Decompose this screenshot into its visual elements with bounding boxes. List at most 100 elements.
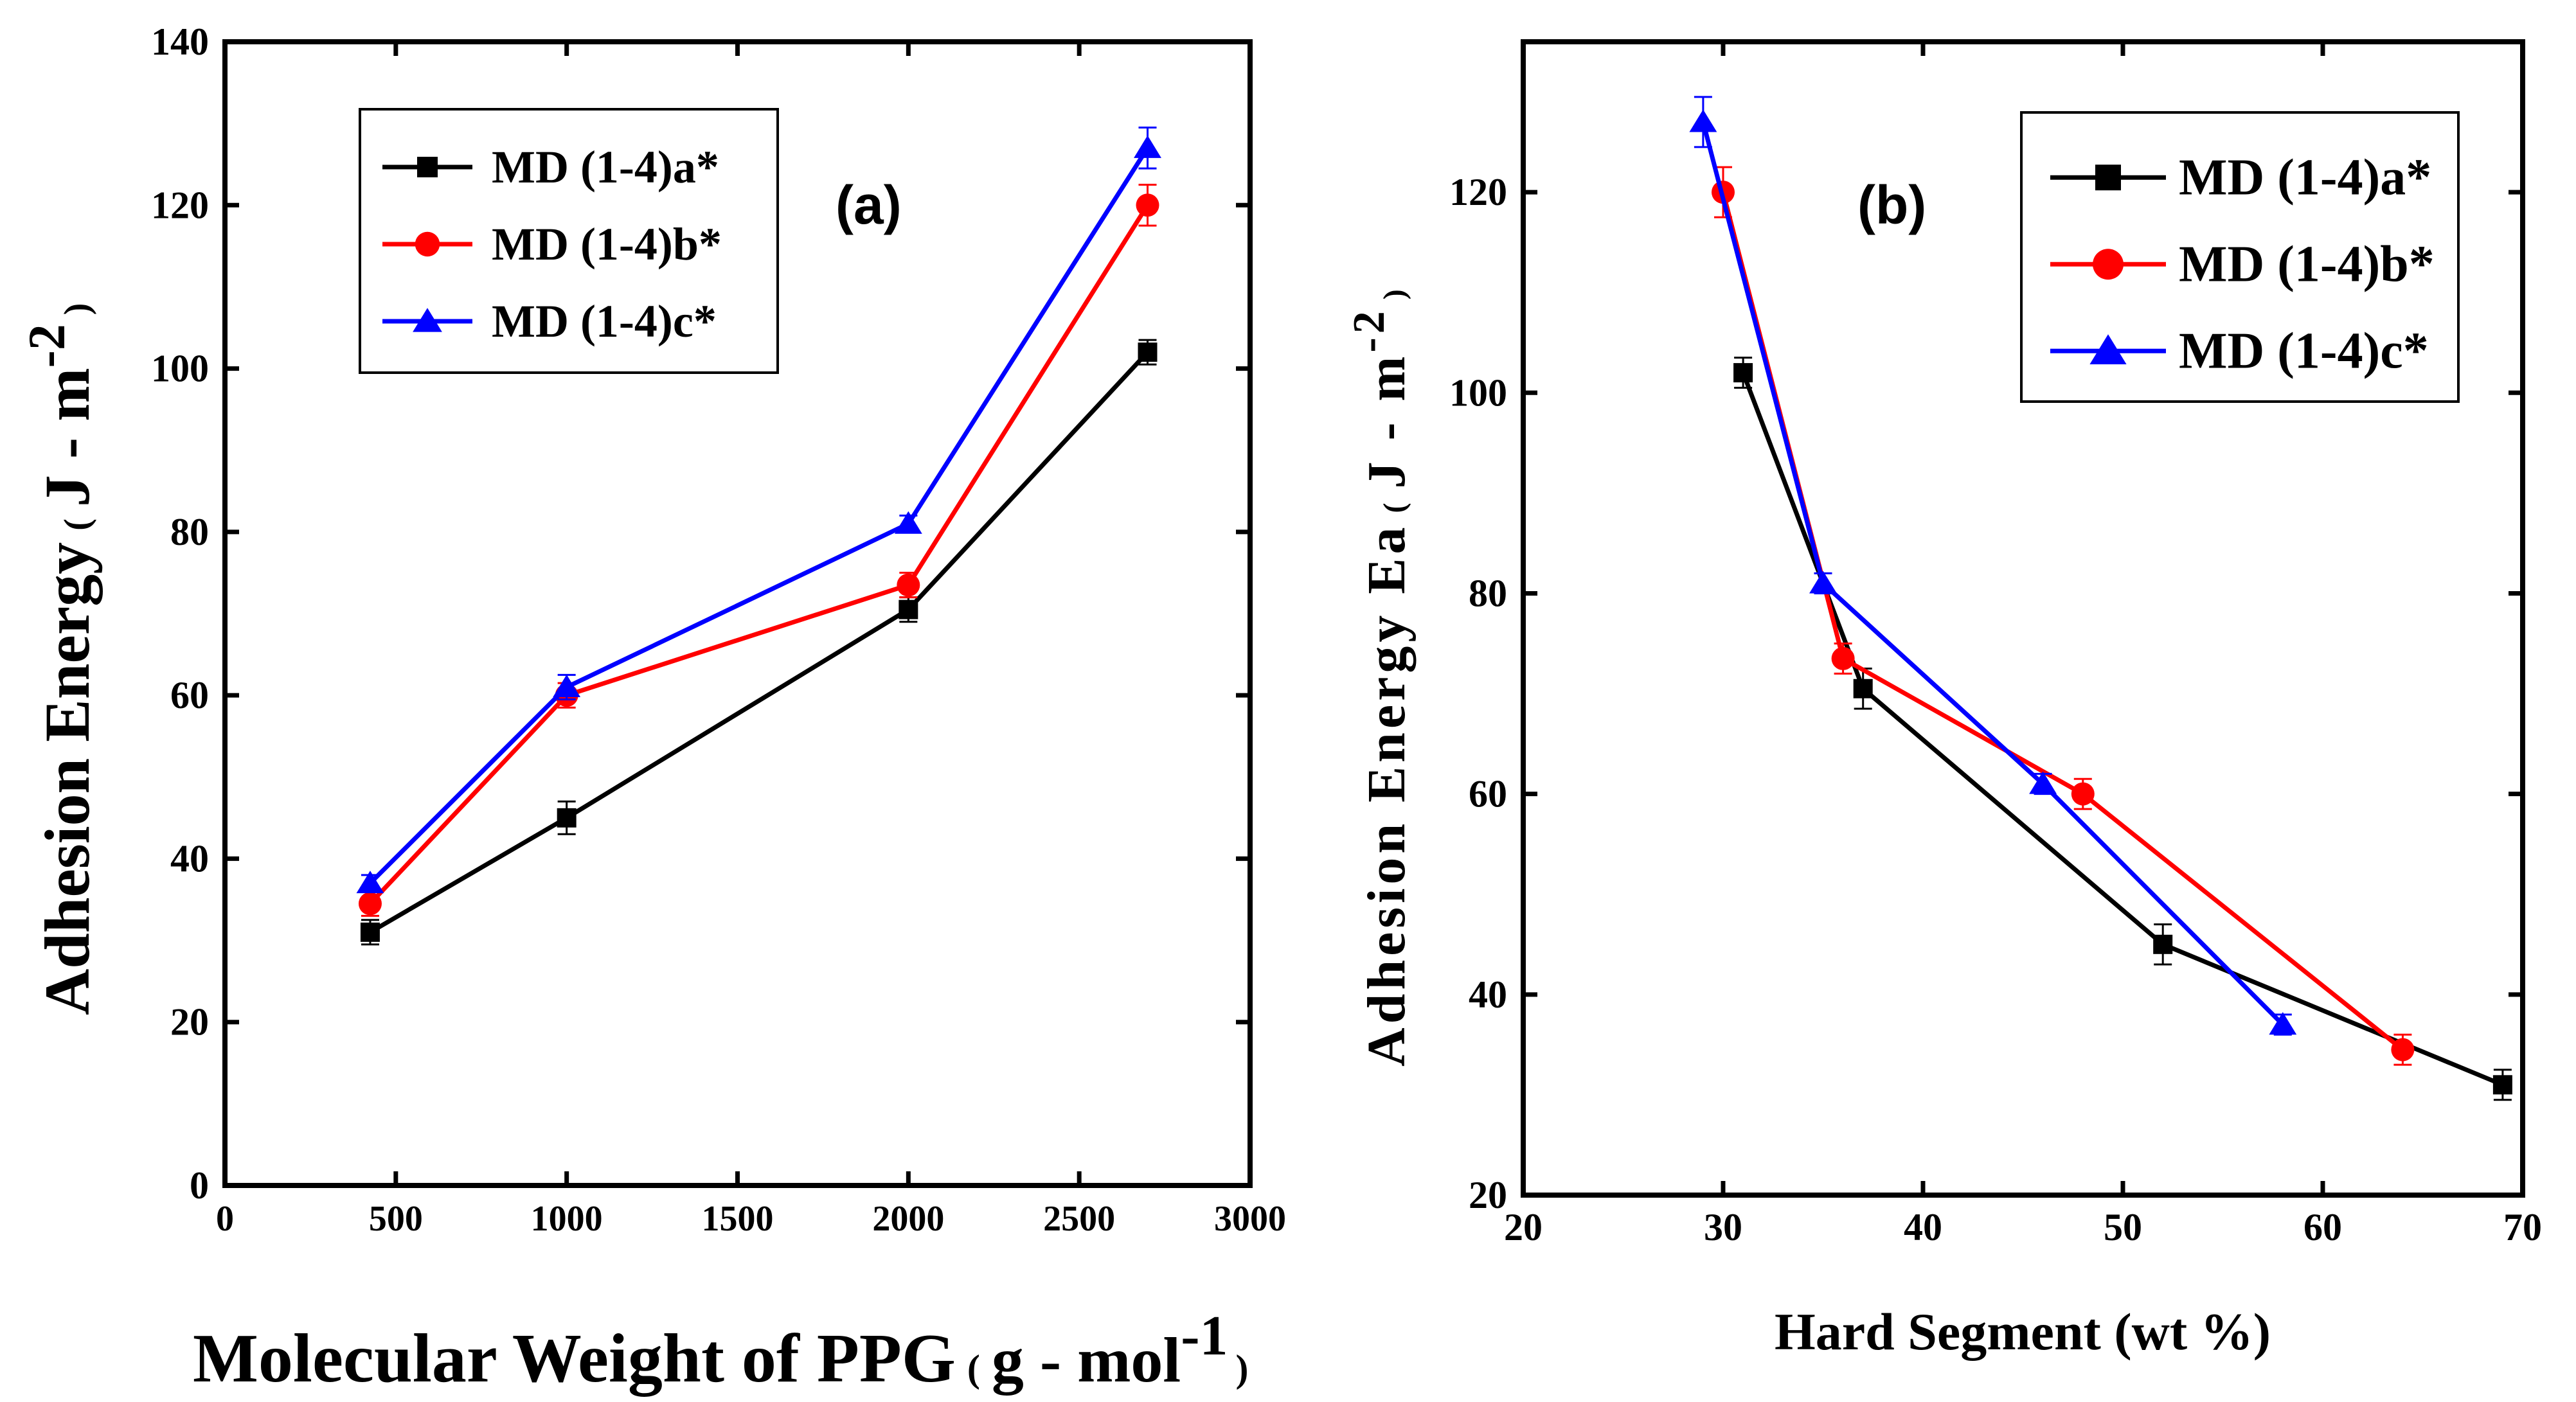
x-tick-label-a-3: 1500 bbox=[702, 1199, 774, 1239]
data-point-b-1-2 bbox=[2071, 782, 2095, 806]
y-tick-label-b-1: 40 bbox=[1469, 973, 1507, 1016]
legend-marker-b-0 bbox=[2095, 164, 2121, 191]
plot-frame-b bbox=[1521, 39, 2525, 1198]
chart-panel-a: 0 500 1000 1500 2000 2500 3000 0 20 40 60 80 100 120 1… bbox=[17, 21, 1286, 1397]
x-tick-label-a-2: 1000 bbox=[531, 1199, 603, 1239]
data-point-a-0-2 bbox=[899, 599, 918, 619]
y-tick-label-b-3: 80 bbox=[1469, 572, 1507, 614]
y-tick-label-a-5: 100 bbox=[151, 348, 209, 390]
x-tick-label-a-6: 3000 bbox=[1214, 1199, 1286, 1239]
data-point-a-1-2 bbox=[897, 573, 920, 597]
x-tick-label-b-5: 70 bbox=[2503, 1206, 2542, 1248]
y-axis-title-a-unit: J - m bbox=[31, 368, 103, 508]
legend-label-a-2: MD (1-4)c* bbox=[492, 296, 717, 347]
y-axis-title-b: Adhesion Energy Ea ( J - m-2) bbox=[1345, 285, 1417, 1067]
legend-a: MD (1-4)a* MD (1-4)b* MD (1-4)c* bbox=[359, 108, 779, 374]
ticks-a: 0 500 1000 1500 2000 2500 3000 0 20 40 60 80 100 120 1… bbox=[151, 21, 1286, 1239]
x-axis-title-b: Hard Segment (wt %) bbox=[1775, 1302, 2271, 1361]
data-point-a-2-0 bbox=[356, 871, 384, 894]
data-point-a-2-2 bbox=[894, 511, 922, 534]
legend-label-b-1: MD (1-4)b* bbox=[2179, 236, 2435, 293]
data-point-b-2-3 bbox=[2269, 1012, 2297, 1035]
y-tick-label-a-4: 80 bbox=[170, 511, 209, 553]
x-tick-label-b-2: 40 bbox=[1904, 1206, 1942, 1248]
data-point-b-1-3 bbox=[2391, 1038, 2415, 1061]
y-tick-label-a-2: 40 bbox=[170, 837, 209, 880]
y-tick-label-a-0: 0 bbox=[190, 1164, 209, 1207]
x-axis-title-a-unit: g - mol bbox=[992, 1324, 1181, 1396]
y-axis-title-a-main: Adhesion Energy bbox=[31, 542, 103, 1015]
x-tick-label-b-1: 30 bbox=[1704, 1206, 1742, 1248]
y-tick-label-a-3: 60 bbox=[170, 674, 209, 716]
data-point-b-1-1 bbox=[1831, 646, 1855, 670]
legend-label-b-0: MD (1-4)a* bbox=[2179, 150, 2431, 206]
series-line-b-2 bbox=[1701, 121, 2285, 1027]
data-point-a-2-1 bbox=[553, 674, 581, 698]
data-point-b-2-0 bbox=[1689, 109, 1717, 132]
y-axis-title-b-close: ) bbox=[1377, 285, 1411, 299]
series-line-a-0 bbox=[369, 350, 1150, 934]
x-tick-label-a-0: 0 bbox=[216, 1199, 234, 1239]
data-point-b-2-1 bbox=[1809, 571, 1837, 594]
series-line-a-2 bbox=[368, 146, 1150, 885]
x-axis-title-a: Molecular Weight of PPG ( g - mol-1) bbox=[193, 1305, 1249, 1397]
x-axis-title-a-open: ( bbox=[967, 1347, 980, 1390]
series-a bbox=[356, 127, 1161, 946]
y-axis-title-b-open: ( bbox=[1377, 499, 1411, 513]
data-point-a-1-3 bbox=[1136, 193, 1159, 217]
data-point-a-0-0 bbox=[360, 922, 380, 942]
y-tick-label-b-5: 120 bbox=[1449, 171, 1507, 213]
x-axis-title-a-main: Molecular Weight of PPG bbox=[193, 1320, 956, 1397]
y-tick-label-a-6: 120 bbox=[151, 184, 209, 226]
data-point-a-2-3 bbox=[1134, 135, 1161, 158]
y-axis-title-b-unit: J - m bbox=[1357, 353, 1417, 489]
y-tick-label-a-7: 140 bbox=[151, 21, 209, 63]
panel-label-b: (b) bbox=[1857, 175, 1926, 235]
legend-items-b: MD (1-4)a* MD (1-4)b* MD (1-4)c* bbox=[2050, 150, 2435, 380]
x-axis-title-a-sup: -1 bbox=[1181, 1305, 1228, 1367]
data-point-a-0-1 bbox=[557, 808, 577, 828]
x-tick-label-b-4: 60 bbox=[2303, 1206, 2342, 1248]
y-tick-label-b-2: 60 bbox=[1469, 773, 1507, 815]
y-tick-label-b-0: 20 bbox=[1469, 1174, 1507, 1216]
y-axis-title-a-open: ( bbox=[57, 519, 97, 531]
x-tick-label-a-5: 2500 bbox=[1043, 1199, 1115, 1239]
series-line-a-1 bbox=[368, 204, 1150, 905]
legend-marker-a-1 bbox=[415, 231, 440, 257]
panel-label-a: (a) bbox=[836, 175, 902, 235]
ticks-b: 20 30 40 50 60 70 20 40 60 80 100 120 bbox=[1449, 42, 2542, 1248]
x-tick-label-a-4: 2000 bbox=[872, 1199, 944, 1239]
legend-marker-b-1 bbox=[2093, 249, 2124, 280]
data-point-b-0-1 bbox=[1853, 679, 1873, 698]
data-point-b-2-2 bbox=[2029, 771, 2057, 794]
legend-marker-b-2 bbox=[2089, 334, 2127, 365]
data-point-b-0-3 bbox=[2492, 1075, 2512, 1095]
x-axis-title-a-close: ) bbox=[1236, 1347, 1249, 1390]
data-point-b-0-2 bbox=[2153, 934, 2173, 954]
data-point-b-0-0 bbox=[1733, 363, 1753, 383]
y-axis-title-a-sup: -2 bbox=[17, 324, 76, 368]
y-tick-label-b-4: 100 bbox=[1449, 371, 1507, 414]
series-line-b-0 bbox=[1740, 371, 2504, 1087]
y-axis-title-b-sup: -2 bbox=[1345, 307, 1394, 352]
series-b bbox=[1689, 96, 2512, 1101]
legend-label-a-1: MD (1-4)b* bbox=[492, 218, 722, 270]
legend-items-a: MD (1-4)a* MD (1-4)b* MD (1-4)c* bbox=[382, 141, 722, 347]
legend-marker-a-0 bbox=[417, 157, 438, 177]
x-tick-label-b-3: 50 bbox=[2104, 1206, 2142, 1248]
y-tick-label-a-1: 20 bbox=[170, 1001, 209, 1043]
x-tick-label-a-1: 500 bbox=[369, 1199, 423, 1239]
data-point-a-0-3 bbox=[1138, 342, 1158, 362]
data-point-a-1-0 bbox=[358, 892, 382, 916]
legend-marker-a-2 bbox=[413, 308, 442, 332]
legend-box-b bbox=[2020, 111, 2460, 403]
legend-label-b-2: MD (1-4)c* bbox=[2179, 323, 2429, 380]
x-tick-label-b-0: 20 bbox=[1504, 1206, 1543, 1248]
y-axis-title-a-close: ) bbox=[57, 303, 97, 315]
y-axis-title-a: Adhesion Energy ( J - m-2) bbox=[17, 303, 103, 1015]
legend-b: MD (1-4)a* MD (1-4)b* MD (1-4)c* bbox=[2020, 111, 2460, 403]
y-axis-title-b-main: Adhesion Energy Ea bbox=[1357, 524, 1417, 1067]
legend-label-a-0: MD (1-4)a* bbox=[492, 141, 719, 193]
